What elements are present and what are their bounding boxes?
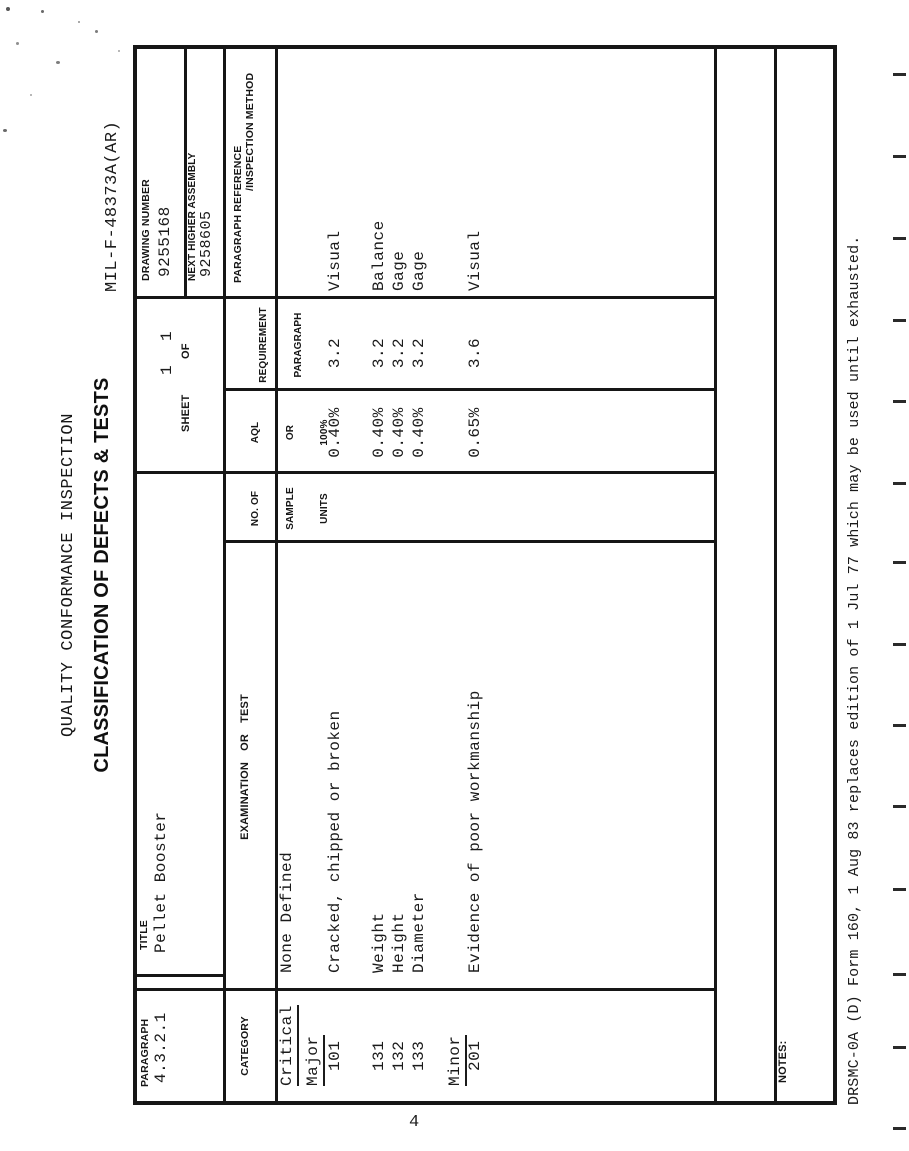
scan-speckle: [30, 94, 32, 96]
row-category: 132: [390, 1040, 408, 1071]
row-examination: Cracked, chipped or broken: [326, 710, 344, 973]
row-inspection-method: Visual: [466, 230, 484, 291]
scan-speckle: [56, 61, 60, 64]
row-category: 131: [370, 1040, 388, 1071]
scan-speckle: [6, 7, 10, 11]
row-examination: Height: [390, 912, 408, 973]
row-category: 101: [326, 1040, 344, 1071]
row-requirement-paragraph: 3.2: [410, 337, 428, 369]
edge-mark: [893, 888, 906, 891]
row-examination: None Defined: [278, 851, 296, 973]
spec-number: MIL-F-48373A(AR): [103, 120, 122, 292]
page-title: QUALITY CONFORMANCE INSPECTION: [59, 412, 78, 738]
row-category: Critical: [277, 1005, 299, 1086]
edge-mark: [893, 482, 906, 485]
edge-mark: [893, 973, 906, 976]
scan-speckle: [95, 30, 98, 33]
row-inspection-method: Balance: [370, 220, 388, 291]
scan-speckle: [41, 10, 44, 13]
edge-mark: [893, 155, 906, 158]
edge-mark: [893, 1127, 906, 1130]
edge-mark: [893, 805, 906, 808]
edge-mark: [893, 73, 906, 76]
scan-speckle: [78, 21, 80, 23]
row-aql: 0.40%: [390, 407, 408, 458]
edge-mark: [893, 1046, 906, 1049]
row-aql: 0.40%: [326, 407, 344, 458]
page-number: 4: [409, 1113, 420, 1132]
row-inspection-method: Gage: [390, 250, 408, 291]
table-body: Critical None Defined Major 101 Cracked, chi…: [137, 49, 833, 1101]
row-category: Minor: [445, 1035, 467, 1086]
edge-mark: [893, 724, 906, 727]
classification-table: PARAGRAPH 4.3.2.1 TITLE Pellet Booster S…: [133, 45, 837, 1105]
rotated-form-sheet: QUALITY CONFORMANCE INSPECTION CLASSIFIC…: [55, 8, 885, 1118]
scan-speckle: [3, 129, 7, 132]
row-aql: 0.65%: [466, 407, 484, 458]
edge-mark: [893, 561, 906, 564]
row-examination: Diameter: [410, 892, 428, 973]
edge-mark: [893, 400, 906, 403]
row-aql: 0.40%: [410, 407, 428, 458]
row-category: Major: [303, 1035, 325, 1086]
row-category: 133: [410, 1040, 428, 1071]
row-requirement-paragraph: 3.6: [466, 337, 484, 369]
row-examination: Weight: [370, 912, 388, 973]
row-category: 201: [466, 1040, 484, 1071]
edge-mark: [893, 237, 906, 240]
edge-mark: [893, 319, 906, 322]
row-requirement-paragraph: 3.2: [390, 337, 408, 369]
row-aql: 0.40%: [370, 407, 388, 458]
row-requirement-paragraph: 3.2: [326, 337, 344, 369]
row-examination: Evidence of poor workmanship: [466, 690, 484, 973]
row-inspection-method: Visual: [326, 230, 344, 291]
notes-label: NOTES:: [777, 1040, 789, 1083]
row-requirement-paragraph: 3.2: [370, 337, 388, 369]
scan-speckle: [16, 42, 19, 45]
row-inspection-method: Gage: [410, 250, 428, 291]
scan-speckle: [118, 50, 120, 52]
edge-mark: [893, 643, 906, 646]
form-footer: DRSMC-0A (D) Form 160, 1 Aug 83 replaces…: [846, 235, 863, 1105]
